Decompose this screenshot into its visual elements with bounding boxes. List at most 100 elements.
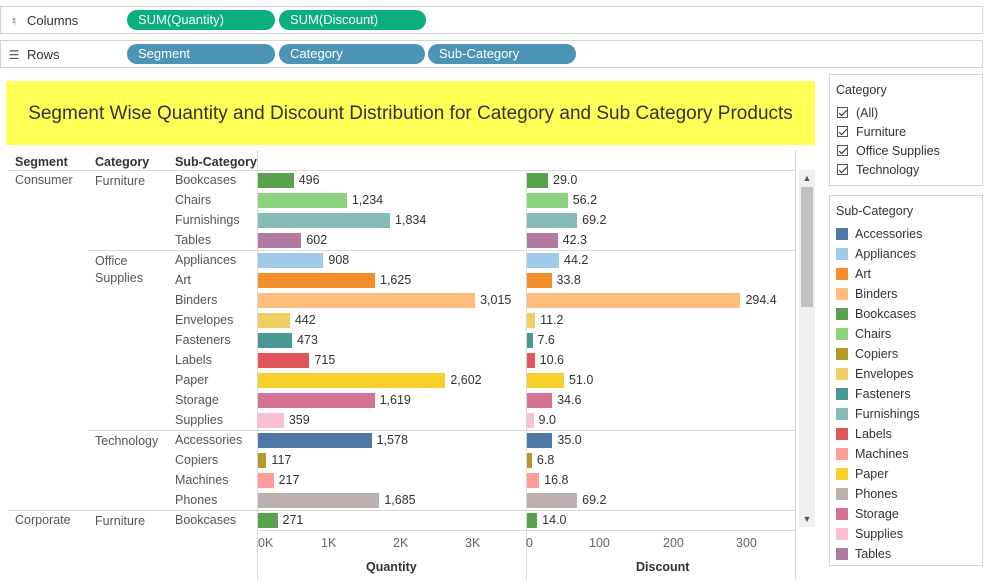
legend-swatch [836,488,848,500]
pill-sum-discount[interactable]: SUM(Discount) [279,10,426,30]
subcategory-label[interactable]: Machines [175,473,229,487]
subcategory-label[interactable]: Labels [175,353,212,367]
discount-bar[interactable] [527,453,532,468]
quantity-bar[interactable] [258,373,446,388]
discount-bar[interactable] [527,173,549,188]
quantity-bar[interactable] [258,333,293,348]
legend-item-binders[interactable]: Binders [830,284,982,304]
subcategory-label[interactable]: Copiers [175,453,219,467]
quantity-bar[interactable] [258,353,310,368]
subcategory-label[interactable]: Appliances [175,253,237,267]
discount-bar[interactable] [527,353,535,368]
quantity-bar[interactable] [258,213,391,228]
header-subcategory[interactable]: Sub-Category [175,155,257,169]
discount-bar[interactable] [527,313,536,328]
discount-bar[interactable] [527,233,558,248]
legend-item-art[interactable]: Art [830,264,982,284]
quantity-bar[interactable] [258,313,290,328]
checkbox-checked-icon[interactable] [837,107,848,118]
header-segment[interactable]: Segment [15,155,68,169]
legend-item-envelopes[interactable]: Envelopes [830,364,982,384]
legend-item-tables[interactable]: Tables [830,544,982,564]
subcategory-label[interactable]: Furnishings [175,213,240,227]
subcategory-label[interactable]: Supplies [175,413,223,427]
discount-bar[interactable] [527,433,553,448]
subcategory-label[interactable]: Phones [175,493,218,507]
pill-segment[interactable]: Segment [127,44,275,64]
legend-item-appliances[interactable]: Appliances [830,244,982,264]
category-filter-office-supplies[interactable]: Office Supplies [830,141,982,160]
legend-item-machines[interactable]: Machines [830,444,982,464]
checkbox-checked-icon[interactable] [837,145,848,156]
subcategory-label[interactable]: Art [175,273,191,287]
legend-item-bookcases[interactable]: Bookcases [830,304,982,324]
quantity-bar[interactable] [258,273,375,288]
scroll-down-arrow-icon[interactable]: ▼ [802,514,812,524]
subcategory-label[interactable]: Chairs [175,193,212,207]
discount-bar[interactable] [527,493,578,508]
discount-bar[interactable] [527,333,533,348]
discount-bar[interactable] [527,473,540,488]
scrollbar-thumb[interactable] [801,187,813,307]
quantity-bar[interactable] [258,193,347,208]
discount-bar[interactable] [527,253,560,268]
quantity-bar[interactable] [258,173,294,188]
quantity-bar[interactable] [258,293,476,308]
legend-item-storage[interactable]: Storage [830,504,982,524]
header-category[interactable]: Category [95,155,150,169]
segment-label[interactable]: Corporate [15,513,71,527]
quantity-bar[interactable] [258,513,278,528]
category-filter-all[interactable]: (All) [830,103,982,122]
pill-category[interactable]: Category [279,44,425,64]
legend-item-copiers[interactable]: Copiers [830,344,982,364]
checkbox-checked-icon[interactable] [837,126,848,137]
quantity-bar[interactable] [258,393,375,408]
category-label[interactable]: Furniture [95,174,146,188]
quantity-bar[interactable] [258,233,302,248]
checkbox-checked-icon[interactable] [837,164,848,175]
legend-item-labels[interactable]: Labels [830,424,982,444]
legend-label: Copiers [855,347,899,361]
subcategory-label[interactable]: Bookcases [175,173,237,187]
subcategory-label[interactable]: Bookcases [175,513,237,527]
legend-item-furnishings[interactable]: Furnishings [830,404,982,424]
category-label[interactable]: Furniture [95,514,146,528]
discount-bar[interactable] [527,293,741,308]
quantity-bar[interactable] [258,253,324,268]
subcategory-label[interactable]: Storage [175,393,219,407]
discount-bar[interactable] [527,213,578,228]
pill-sum-quantity[interactable]: SUM(Quantity) [127,10,275,30]
legend-item-phones[interactable]: Phones [830,484,982,504]
quantity-bar[interactable] [258,433,372,448]
quantity-bar[interactable] [258,453,267,468]
subcategory-label[interactable]: Paper [175,373,209,387]
quantity-bar[interactable] [258,473,274,488]
scroll-up-arrow-icon[interactable]: ▲ [802,173,812,183]
discount-bar[interactable] [527,193,568,208]
subcategory-label[interactable]: Binders [175,293,218,307]
discount-bar[interactable] [527,273,552,288]
subcategory-label[interactable]: Fasteners [175,333,231,347]
discount-bar[interactable] [527,413,534,428]
subcategory-label[interactable]: Tables [175,233,212,247]
quantity-data-label: 1,625 [380,273,412,287]
category-filter-technology[interactable]: Technology [830,160,982,179]
quantity-bar[interactable] [258,413,284,428]
vertical-scrollbar[interactable]: ▲ ▼ [799,170,815,527]
discount-bar[interactable] [527,393,553,408]
legend-item-supplies[interactable]: Supplies [830,524,982,544]
legend-item-chairs[interactable]: Chairs [830,324,982,344]
subcategory-label[interactable]: Accessories [175,433,243,447]
discount-bar[interactable] [527,373,564,388]
legend-item-accessories[interactable]: Accessories [830,224,982,244]
pill-sub-category[interactable]: Sub-Category [428,44,576,64]
category-label[interactable]: Technology [95,434,159,448]
legend-item-paper[interactable]: Paper [830,464,982,484]
discount-bar[interactable] [527,513,538,528]
quantity-bar[interactable] [258,493,380,508]
category-label[interactable]: Office Supplies [95,254,143,285]
segment-label[interactable]: Consumer [15,173,73,187]
subcategory-label[interactable]: Envelopes [175,313,234,327]
category-filter-furniture[interactable]: Furniture [830,122,982,141]
legend-item-fasteners[interactable]: Fasteners [830,384,982,404]
